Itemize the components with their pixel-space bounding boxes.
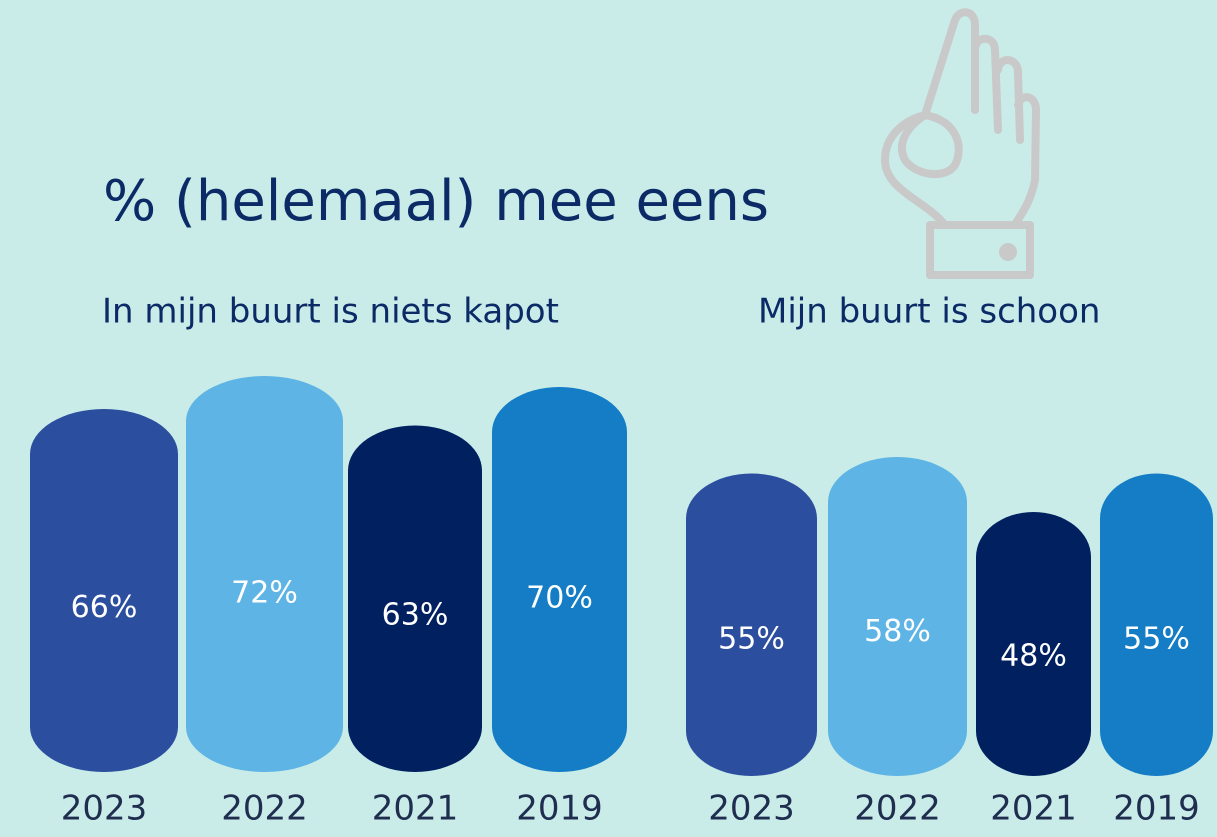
value-label: 58%	[864, 614, 931, 649]
ok-hand-icon	[881, 8, 1040, 279]
bar	[686, 473, 817, 776]
value-label: 72%	[231, 575, 298, 610]
bar	[492, 387, 627, 772]
value-label: 63%	[382, 598, 449, 633]
bar	[828, 457, 967, 776]
x-tick-label: 2021	[372, 789, 459, 829]
value-label: 66%	[71, 590, 138, 625]
title: % (helemaal) mee eens	[103, 169, 769, 234]
bar	[186, 376, 343, 772]
x-tick-label: 2019	[1113, 789, 1200, 829]
value-label: 70%	[526, 580, 593, 615]
x-tick-label: 2022	[221, 789, 308, 829]
x-tick-label: 2019	[516, 789, 603, 829]
x-tick-label: 2023	[708, 789, 795, 829]
bar	[976, 512, 1091, 776]
value-label: 55%	[718, 621, 785, 656]
chart-subtitle: Mijn buurt is schoon	[758, 292, 1100, 332]
x-tick-label: 2021	[990, 789, 1077, 829]
bar	[1100, 473, 1213, 776]
bar	[348, 425, 482, 772]
chart-subtitle: In mijn buurt is niets kapot	[102, 292, 559, 332]
value-label: 55%	[1123, 621, 1190, 656]
x-tick-label: 2022	[854, 789, 941, 829]
x-tick-label: 2023	[61, 789, 148, 829]
bar	[30, 409, 178, 772]
value-label: 48%	[1000, 639, 1067, 674]
